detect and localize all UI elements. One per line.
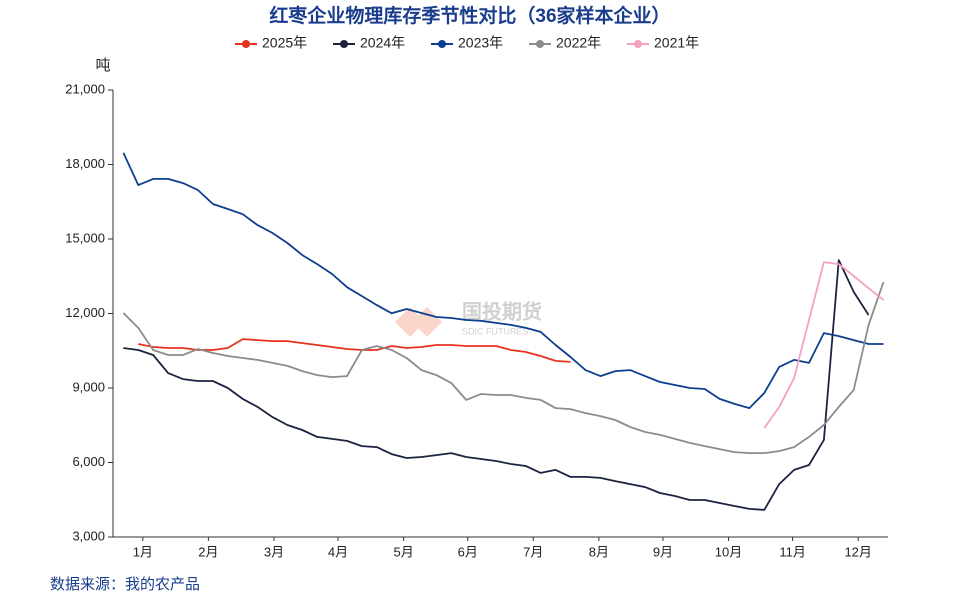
y-tick-label: 15,000 [65,230,105,245]
y-tick-label: 21,000 [65,81,105,96]
x-tick-label: 6月 [458,544,478,559]
x-tick-label: 11月 [779,544,806,559]
x-tick-label: 3月 [264,544,284,559]
x-tick-label: 5月 [394,544,414,559]
legend-marker [340,40,348,48]
series-line [763,261,885,429]
x-tick-label: 8月 [589,544,609,559]
series-line [138,338,571,363]
y-tick-label: 3,000 [72,528,105,543]
legend-label: 2021年 [654,35,699,51]
y-tick-label: 6,000 [72,454,105,469]
x-tick-label: 10月 [715,544,742,559]
watermark-sub: SDIC FUTURES [462,326,529,336]
y-tick-label: 18,000 [65,156,105,171]
x-tick-label: 2月 [198,544,218,559]
series-line [123,259,870,511]
chart-title: 红枣企业物理库存季节性对比（36家样本企业） [269,4,670,27]
series-line [122,152,884,409]
legend-marker [242,40,250,48]
x-tick-label: 9月 [653,544,673,559]
legend-label: 2023年 [458,35,503,51]
legend-label: 2022年 [556,35,601,51]
legend-label: 2024年 [360,35,405,51]
legend-marker [536,40,544,48]
x-tick-label: 12月 [844,544,871,559]
legend-label: 2025年 [262,35,307,51]
y-tick-label: 9,000 [72,379,105,394]
y-unit: 吨 [95,57,110,74]
series-line [122,281,885,454]
legend-marker [634,40,642,48]
x-tick-label: 1月 [133,544,153,559]
y-tick-label: 12,000 [65,305,105,320]
x-tick-label: 4月 [328,544,348,559]
watermark-name: 国投期货 [462,299,542,323]
legend-marker [438,40,446,48]
source: 数据来源：我的农产品 [50,576,200,593]
x-tick-label: 7月 [523,544,543,559]
